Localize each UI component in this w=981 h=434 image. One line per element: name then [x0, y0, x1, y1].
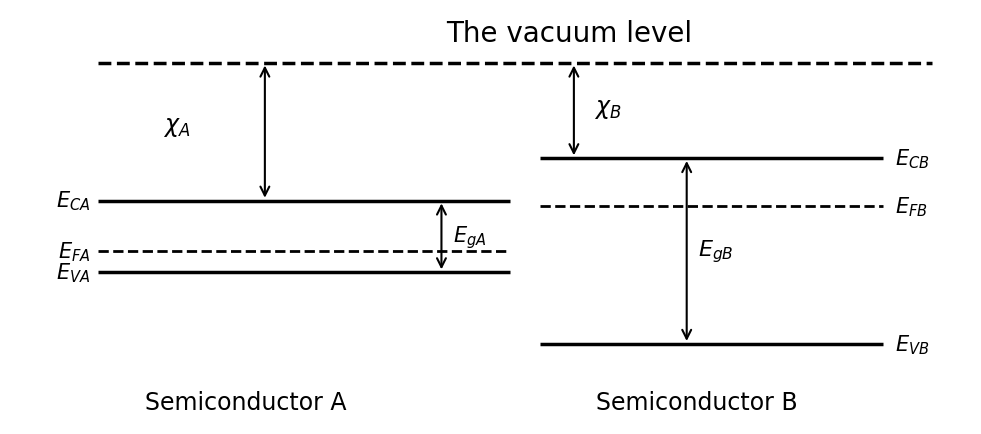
Text: $E_{VB}$: $E_{VB}$ [895, 332, 929, 356]
Text: $E_{CA}$: $E_{CA}$ [56, 189, 90, 213]
Text: $\chi_A$: $\chi_A$ [163, 115, 190, 139]
Text: $E_{FA}$: $E_{FA}$ [58, 240, 90, 263]
Text: The vacuum level: The vacuum level [446, 20, 692, 48]
Text: $E_{FB}$: $E_{FB}$ [895, 194, 927, 218]
Text: Semiconductor A: Semiconductor A [144, 390, 346, 414]
Text: $\chi_B$: $\chi_B$ [594, 96, 621, 121]
Text: $E_{gB}$: $E_{gB}$ [698, 238, 734, 265]
Text: $E_{gA}$: $E_{gA}$ [453, 224, 487, 250]
Text: Semiconductor B: Semiconductor B [595, 390, 798, 414]
Text: $E_{VA}$: $E_{VA}$ [56, 261, 90, 284]
Text: $E_{CB}$: $E_{CB}$ [895, 147, 929, 171]
